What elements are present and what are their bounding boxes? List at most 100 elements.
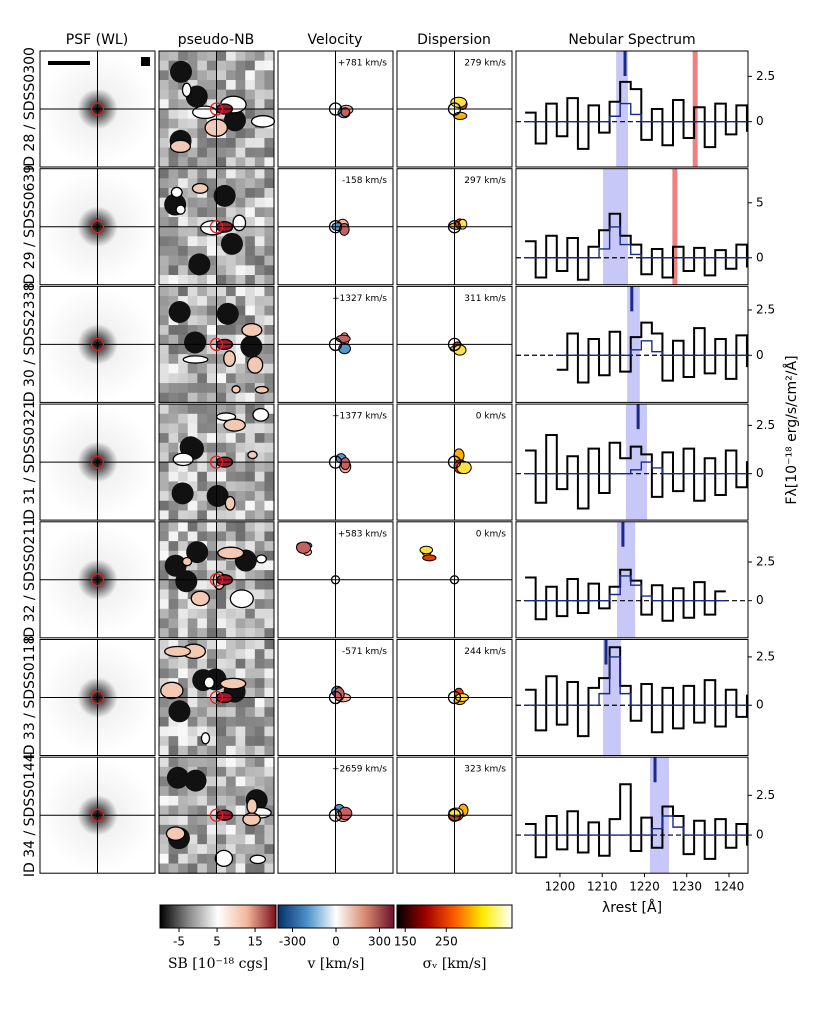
nb-pixel bbox=[254, 392, 265, 403]
nb-pixel bbox=[264, 824, 275, 836]
nb-pixel bbox=[245, 404, 256, 415]
nb-pixel bbox=[168, 363, 179, 374]
nb-pixel bbox=[159, 275, 170, 286]
nb-pixel bbox=[187, 510, 198, 521]
nb-pixel bbox=[178, 433, 189, 444]
nb-pixel bbox=[168, 236, 179, 247]
nb-pixel bbox=[245, 423, 256, 434]
nb-pixel bbox=[206, 138, 217, 149]
nb-pixel bbox=[216, 716, 227, 727]
nb-pixel bbox=[168, 863, 179, 874]
nb-pixel bbox=[264, 305, 275, 316]
nb-pixel bbox=[159, 157, 170, 168]
nb-pixel bbox=[235, 786, 246, 797]
nb-pixel bbox=[254, 315, 265, 326]
nb-pixel bbox=[226, 639, 237, 650]
nb-pixel bbox=[226, 178, 237, 189]
nb-contour bbox=[231, 385, 241, 394]
nb-pixel bbox=[226, 363, 237, 374]
target-circle bbox=[447, 808, 462, 822]
nb-contour bbox=[181, 82, 192, 98]
nb-pixel bbox=[216, 286, 227, 297]
nb-pixel bbox=[235, 608, 246, 619]
nb-pixel bbox=[159, 697, 170, 708]
nb-pixel bbox=[159, 853, 170, 865]
nb-pixel bbox=[235, 226, 246, 237]
nb-pixel bbox=[254, 658, 265, 669]
nb-pixel bbox=[264, 531, 275, 542]
nb-pixel bbox=[254, 207, 265, 218]
nb-pixel bbox=[178, 296, 189, 307]
nb-pixel bbox=[254, 687, 265, 698]
nb-pixel bbox=[197, 392, 208, 403]
nb-pixel bbox=[235, 531, 246, 542]
spectrum bbox=[516, 521, 748, 638]
nb-pixel bbox=[159, 413, 170, 424]
nb-mask bbox=[220, 232, 243, 255]
nb-pixel bbox=[235, 275, 246, 286]
nb-pixel bbox=[206, 207, 217, 218]
nb-pixel bbox=[159, 805, 170, 816]
nb-pixel bbox=[159, 766, 170, 778]
nb-pixel bbox=[235, 853, 246, 865]
nb-pixel bbox=[206, 404, 217, 415]
nb-pixel bbox=[264, 599, 275, 610]
nb-pixel bbox=[178, 334, 189, 345]
row-label: ID 31 / SDSS0321 bbox=[22, 400, 38, 524]
nb-pixel bbox=[206, 658, 217, 669]
nb-pixel bbox=[216, 726, 227, 737]
nb-pixel bbox=[197, 560, 208, 571]
nb-pixel bbox=[178, 550, 189, 561]
nb-pixel bbox=[264, 452, 275, 463]
nb-pixel bbox=[216, 471, 227, 482]
nb-pixel bbox=[245, 147, 256, 158]
nb-pixel bbox=[216, 80, 227, 91]
y-tick-label: 2.5 bbox=[756, 649, 775, 663]
column-title: PSF (WL) bbox=[66, 32, 128, 48]
nb-pixel bbox=[264, 128, 275, 139]
nb-pixel bbox=[264, 217, 275, 228]
nb-pixel bbox=[245, 510, 256, 521]
nb-pixel bbox=[264, 344, 275, 355]
nb-pixel bbox=[206, 531, 217, 542]
nb-pixel bbox=[245, 286, 256, 297]
nb-pixel bbox=[159, 286, 170, 297]
nb-pixel bbox=[264, 157, 275, 168]
nb-pixel bbox=[197, 207, 208, 218]
nb-pixel bbox=[254, 639, 265, 650]
nb-pixel bbox=[235, 834, 246, 845]
nb-pixel bbox=[226, 570, 237, 581]
nb-contour bbox=[170, 186, 183, 198]
target-circle bbox=[209, 573, 224, 587]
dispersion-label: 311 km/s bbox=[464, 294, 506, 304]
nb-pixel bbox=[254, 766, 265, 778]
nb-pixel bbox=[206, 541, 217, 552]
nb-contour bbox=[182, 355, 209, 364]
nb-pixel bbox=[168, 599, 179, 610]
nb-pixel bbox=[235, 363, 246, 374]
nb-pixel bbox=[197, 844, 208, 855]
nb-pixel bbox=[159, 80, 170, 91]
nb-pixel bbox=[264, 423, 275, 434]
target-circle bbox=[449, 575, 460, 585]
nb-pixel bbox=[235, 60, 246, 71]
nb-pixel bbox=[159, 824, 170, 836]
nb-pixel bbox=[178, 99, 189, 110]
colorbar bbox=[159, 904, 277, 929]
nb-pixel bbox=[216, 354, 227, 365]
nb-pixel bbox=[178, 51, 189, 62]
nb-pixel bbox=[187, 275, 198, 286]
row-label: ID 29 / SDSS0639 bbox=[22, 165, 38, 289]
nb-pixel bbox=[178, 373, 189, 384]
nb-pixel bbox=[159, 786, 170, 797]
nb-pixel bbox=[168, 354, 179, 365]
nb-pixel bbox=[178, 668, 189, 679]
spectrum-frame bbox=[515, 521, 749, 639]
nb-pixel bbox=[264, 147, 275, 158]
nb-contour bbox=[241, 322, 263, 338]
nb-pixel bbox=[178, 608, 189, 619]
nb-pixel bbox=[245, 60, 256, 71]
nb-pixel bbox=[168, 658, 179, 669]
nb-pixel bbox=[159, 70, 170, 81]
nb-pixel bbox=[197, 745, 208, 756]
